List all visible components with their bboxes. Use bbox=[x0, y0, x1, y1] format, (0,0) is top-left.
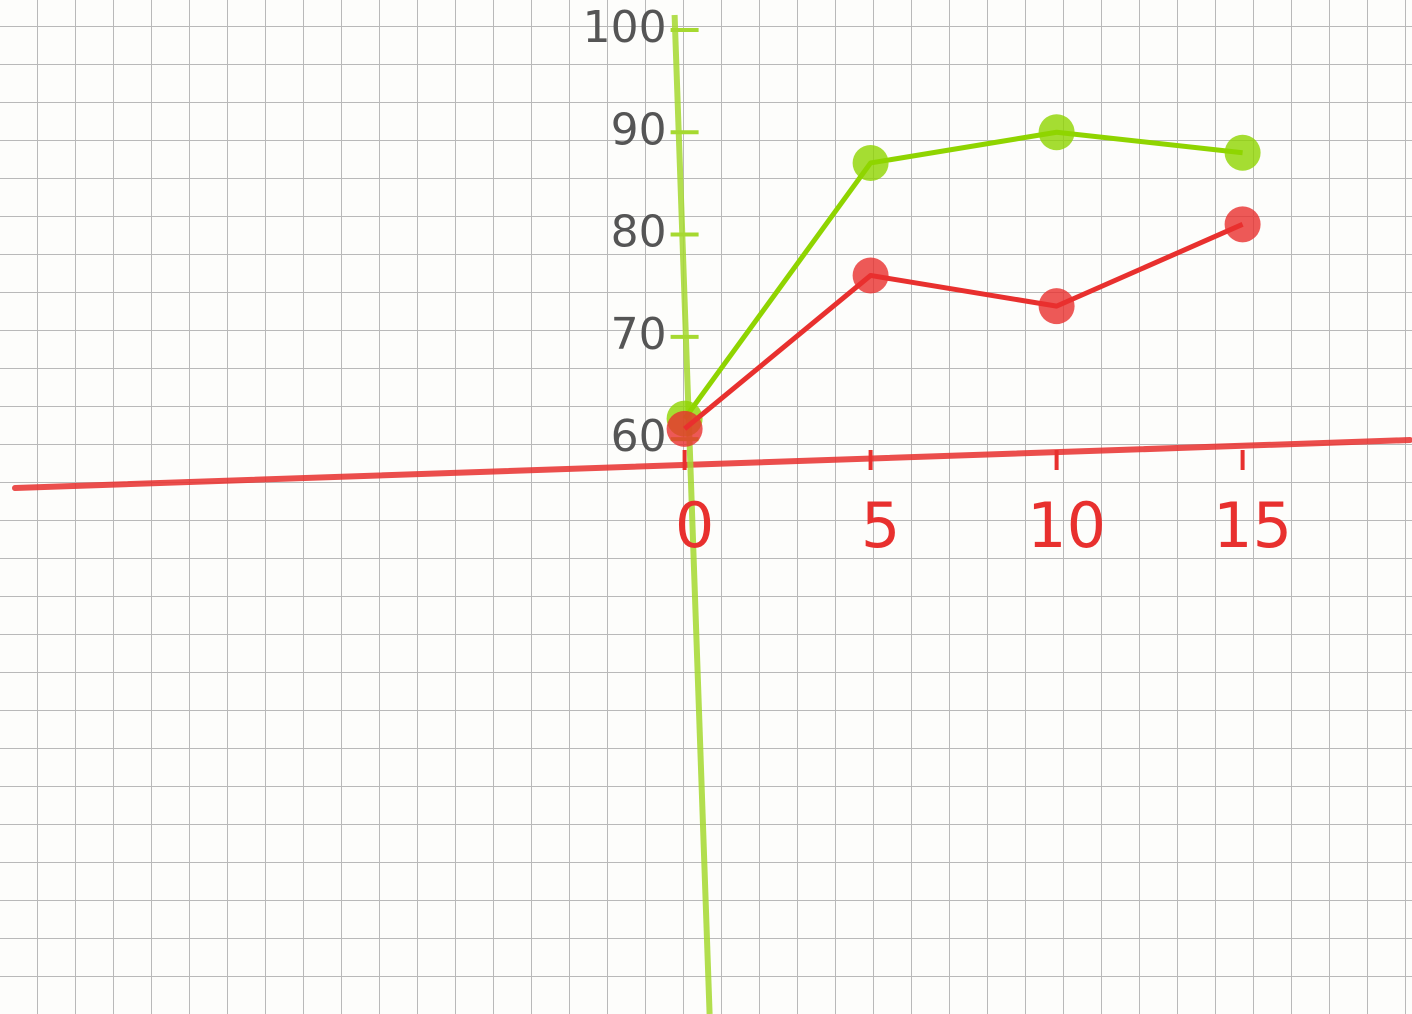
chart: 60 70 80 90 100 0 5 10 15 bbox=[0, 0, 1412, 1014]
y-tick-label: 60 bbox=[611, 411, 667, 462]
data-point bbox=[853, 257, 889, 293]
data-point bbox=[853, 145, 889, 181]
x-tick-label: 15 bbox=[1213, 489, 1292, 562]
y-tick-label: 80 bbox=[611, 207, 667, 258]
data-point bbox=[1039, 114, 1075, 150]
series-line bbox=[685, 132, 1243, 418]
y-tick-label: 70 bbox=[611, 309, 667, 360]
data-point bbox=[1225, 135, 1261, 171]
y-tick-label: 100 bbox=[583, 2, 667, 53]
x-tick-label: 5 bbox=[861, 489, 900, 562]
data-point bbox=[1225, 206, 1261, 242]
x-tick-label: 10 bbox=[1027, 489, 1106, 562]
x-tick-label: 0 bbox=[675, 489, 714, 562]
y-tick-label: 90 bbox=[611, 104, 667, 155]
data-point bbox=[667, 411, 703, 447]
x-axis bbox=[15, 440, 1410, 488]
series-line bbox=[685, 224, 1243, 429]
data-point bbox=[1039, 288, 1075, 324]
